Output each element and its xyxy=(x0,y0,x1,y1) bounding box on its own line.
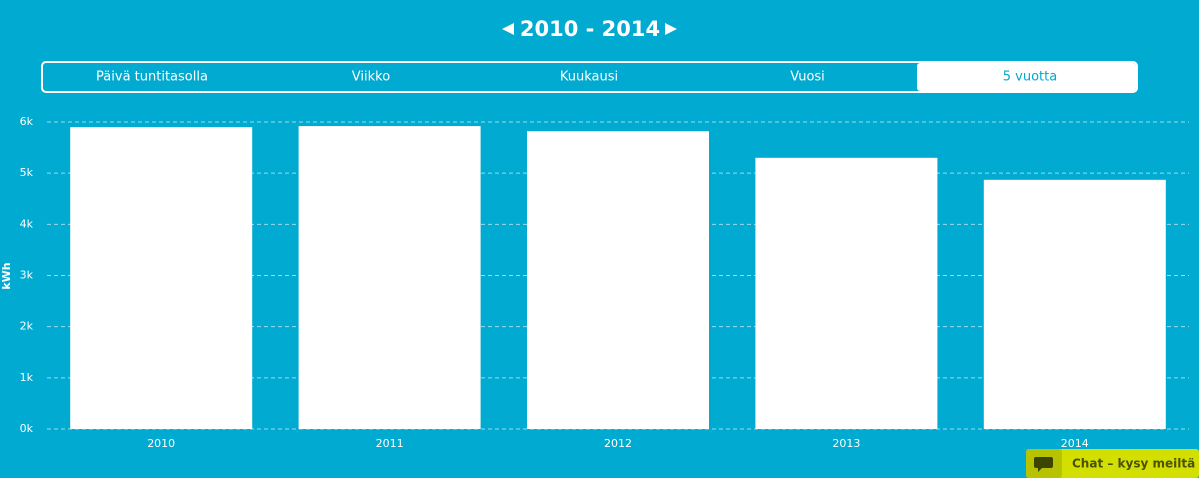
bar xyxy=(527,131,709,429)
y-tick-label: 3k xyxy=(20,269,34,282)
period-title: 2010 - 2014 xyxy=(520,17,660,41)
tab[interactable]: Vuosi xyxy=(790,70,825,85)
x-tick-label: 2011 xyxy=(376,437,404,450)
y-tick-label: 5k xyxy=(20,166,34,179)
y-tick-label: 6k xyxy=(20,115,34,128)
chat-icon xyxy=(1034,457,1053,472)
y-tick-label: 2k xyxy=(20,320,34,333)
x-tick-label: 2012 xyxy=(604,437,632,450)
y-axis-label: kWh xyxy=(0,262,13,289)
tab[interactable]: Viikko xyxy=(352,70,390,85)
prev-arrow[interactable] xyxy=(502,23,514,35)
tab-bar xyxy=(41,61,1138,93)
y-tick-label: 4k xyxy=(20,217,34,230)
tab[interactable]: Päivä tuntitasolla xyxy=(96,70,208,85)
chat-label[interactable]: Chat – kysy meiltä xyxy=(1072,457,1195,471)
bar xyxy=(70,127,253,429)
next-arrow[interactable] xyxy=(665,23,677,35)
chat-bg[interactable] xyxy=(1026,449,1199,478)
x-tick-label: 2010 xyxy=(147,437,175,450)
y-tick-label: 0k xyxy=(20,422,34,435)
bar xyxy=(983,179,1166,429)
tab[interactable]: Kuukausi xyxy=(560,70,618,85)
x-tick-label: 2013 xyxy=(832,437,860,450)
tab[interactable]: 5 vuotta xyxy=(1003,70,1057,85)
bar xyxy=(298,126,481,430)
y-tick-label: 1k xyxy=(20,371,34,384)
chat-button[interactable]: Chat – kysy meiltä xyxy=(1026,449,1199,478)
x-tick-label: 2014 xyxy=(1061,437,1089,450)
bar xyxy=(755,157,938,430)
active-tab xyxy=(917,63,1136,91)
